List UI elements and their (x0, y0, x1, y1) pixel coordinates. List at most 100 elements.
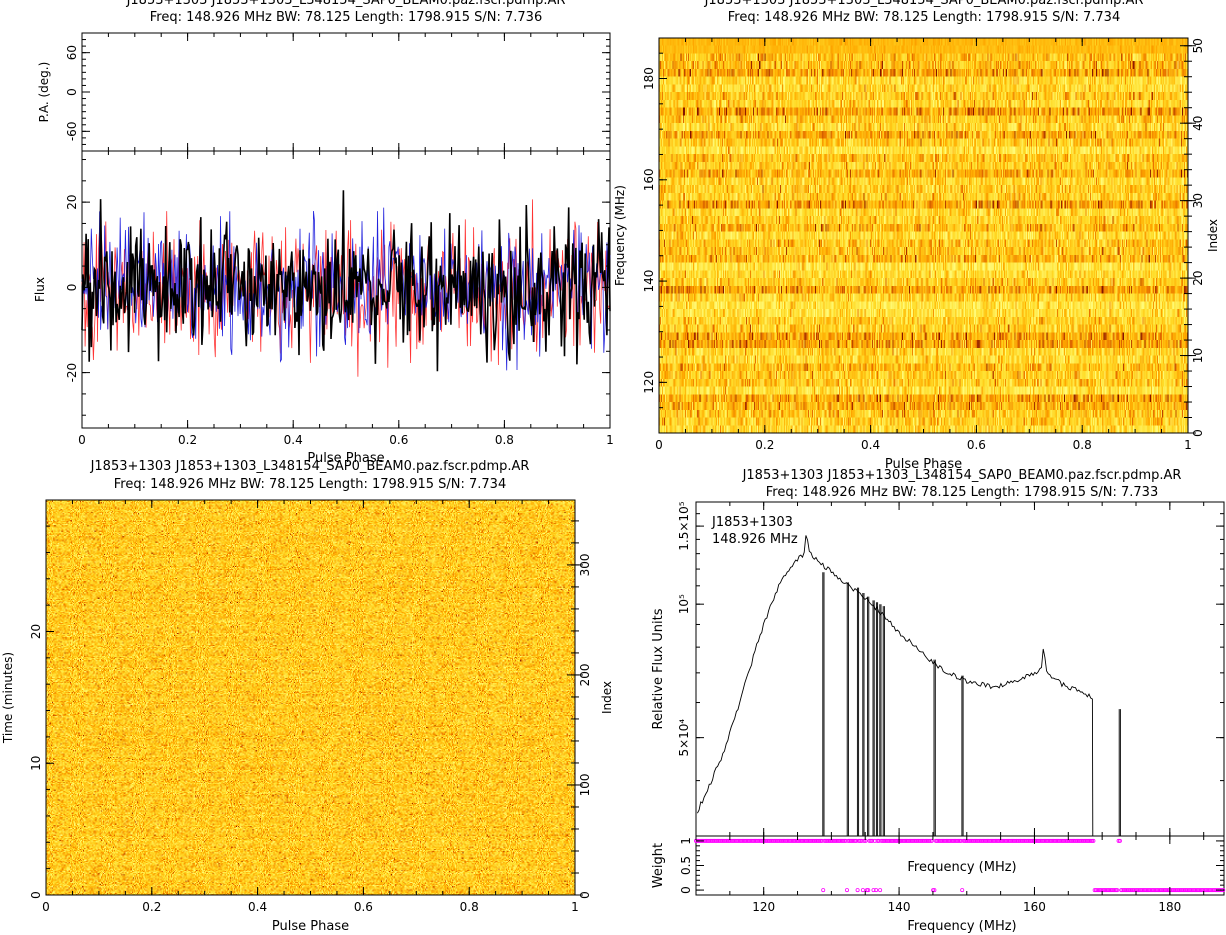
weight-marker (980, 838, 985, 843)
weight-marker (984, 838, 989, 843)
weight-marker (990, 838, 995, 843)
weight-marker (1009, 838, 1014, 843)
weight-marker (725, 838, 730, 843)
x-tick-label: 0.6 (354, 900, 373, 914)
x-tick-label: 0.6 (967, 438, 986, 452)
weight-marker (1053, 838, 1058, 843)
weight-marker (1056, 838, 1061, 843)
weight-marker (1149, 888, 1154, 893)
weight-marker (964, 838, 969, 843)
y-tick-label: 120 (642, 371, 656, 394)
weight-marker (757, 838, 762, 843)
weight-marker (859, 838, 864, 843)
weight-marker (1059, 838, 1064, 843)
y-tick-label: 1.5×10⁵ (677, 501, 691, 550)
y-tick-label-right: 30 (1191, 193, 1205, 208)
weight-marker (892, 838, 897, 843)
weight-marker (1000, 838, 1005, 843)
weight-marker (1115, 888, 1120, 893)
weight-marker (988, 838, 993, 843)
weight-marker (1083, 838, 1088, 843)
weight-marker (872, 838, 877, 843)
weight-marker (1208, 888, 1213, 893)
flagged-channel-line (862, 593, 865, 837)
weight-marker (800, 838, 805, 843)
weight-marker (1144, 888, 1149, 893)
y-axis-label: Frequency (MHz) (613, 185, 627, 286)
weight-marker (868, 838, 873, 843)
weight-marker (720, 838, 725, 843)
y-tick-label: 20 (29, 624, 43, 639)
weight-marker (1103, 888, 1108, 893)
weight-marker (798, 838, 803, 843)
weight-marker (1005, 838, 1010, 843)
weight-marker (772, 838, 777, 843)
weight-marker (970, 838, 975, 843)
weight-marker (764, 838, 769, 843)
weight-marker (847, 838, 852, 843)
weight-marker (916, 838, 921, 843)
weight-marker (814, 838, 819, 843)
weight-marker (1062, 838, 1067, 843)
weight-marker (792, 838, 797, 843)
weight-marker (1001, 838, 1006, 843)
weight-marker (752, 838, 757, 843)
y-axis-label: Relative Flux Units (651, 608, 666, 729)
bandpass-panel-frame (695, 501, 1225, 837)
weight-marker (819, 838, 824, 843)
weight-marker (876, 838, 881, 843)
weight-marker (1070, 838, 1075, 843)
x-axis (695, 502, 1205, 836)
weight-marker (822, 838, 827, 843)
weight-marker (839, 838, 844, 843)
weight-marker (1018, 838, 1023, 843)
weight-marker (747, 838, 752, 843)
weight-marker (917, 838, 922, 843)
weight-marker (1013, 838, 1018, 843)
weight-marker (733, 838, 738, 843)
weight-marker (830, 838, 835, 843)
weight-marker (933, 838, 938, 843)
weight-marker (1027, 838, 1032, 843)
weight-marker (986, 838, 991, 843)
weight-marker (769, 838, 774, 843)
weight-marker (1050, 838, 1055, 843)
pa-axis-label: P.A. (deg.) (37, 62, 51, 123)
weight-marker (803, 838, 808, 843)
weight-marker (960, 888, 965, 893)
weight-marker (811, 838, 816, 843)
weight-marker (776, 838, 781, 843)
x-tick-label: 0.4 (284, 433, 303, 447)
weight-marker (1206, 888, 1211, 893)
bandpass-series (697, 535, 1094, 837)
flagged-channel-line (933, 659, 936, 837)
weight-marker (977, 838, 982, 843)
weight-marker (727, 838, 732, 843)
flagged-channel-line (879, 604, 882, 837)
weight-marker (969, 838, 974, 843)
weight-marker (818, 838, 823, 843)
weight-marker (955, 838, 960, 843)
weight-marker (743, 838, 748, 843)
weight-marker (1139, 888, 1144, 893)
y-tick-label-right: 10 (1191, 348, 1205, 363)
weight-marker (806, 838, 811, 843)
x-axis: 120 140 160 180 (695, 836, 1205, 914)
weight-marker (1132, 888, 1137, 893)
weight-marker (1071, 838, 1076, 843)
weight-marker (1039, 838, 1044, 843)
x-axis-label: Pulse Phase (885, 457, 962, 472)
weight-marker (961, 838, 966, 843)
y-tick-label: 1 (679, 837, 693, 845)
weight-marker (1079, 838, 1084, 843)
weight-marker (789, 838, 794, 843)
weight-marker (993, 838, 998, 843)
weight-marker (1145, 888, 1150, 893)
weight-marker (1124, 888, 1129, 893)
weight-marker (1104, 888, 1109, 893)
weight-marker (784, 838, 789, 843)
weight-marker (866, 888, 871, 893)
weight-marker (1156, 888, 1161, 893)
weight-marker (1117, 838, 1122, 843)
chart-title: J1853+1303 J1853+1303_L348154_SAP0_BEAM0… (742, 468, 1182, 483)
